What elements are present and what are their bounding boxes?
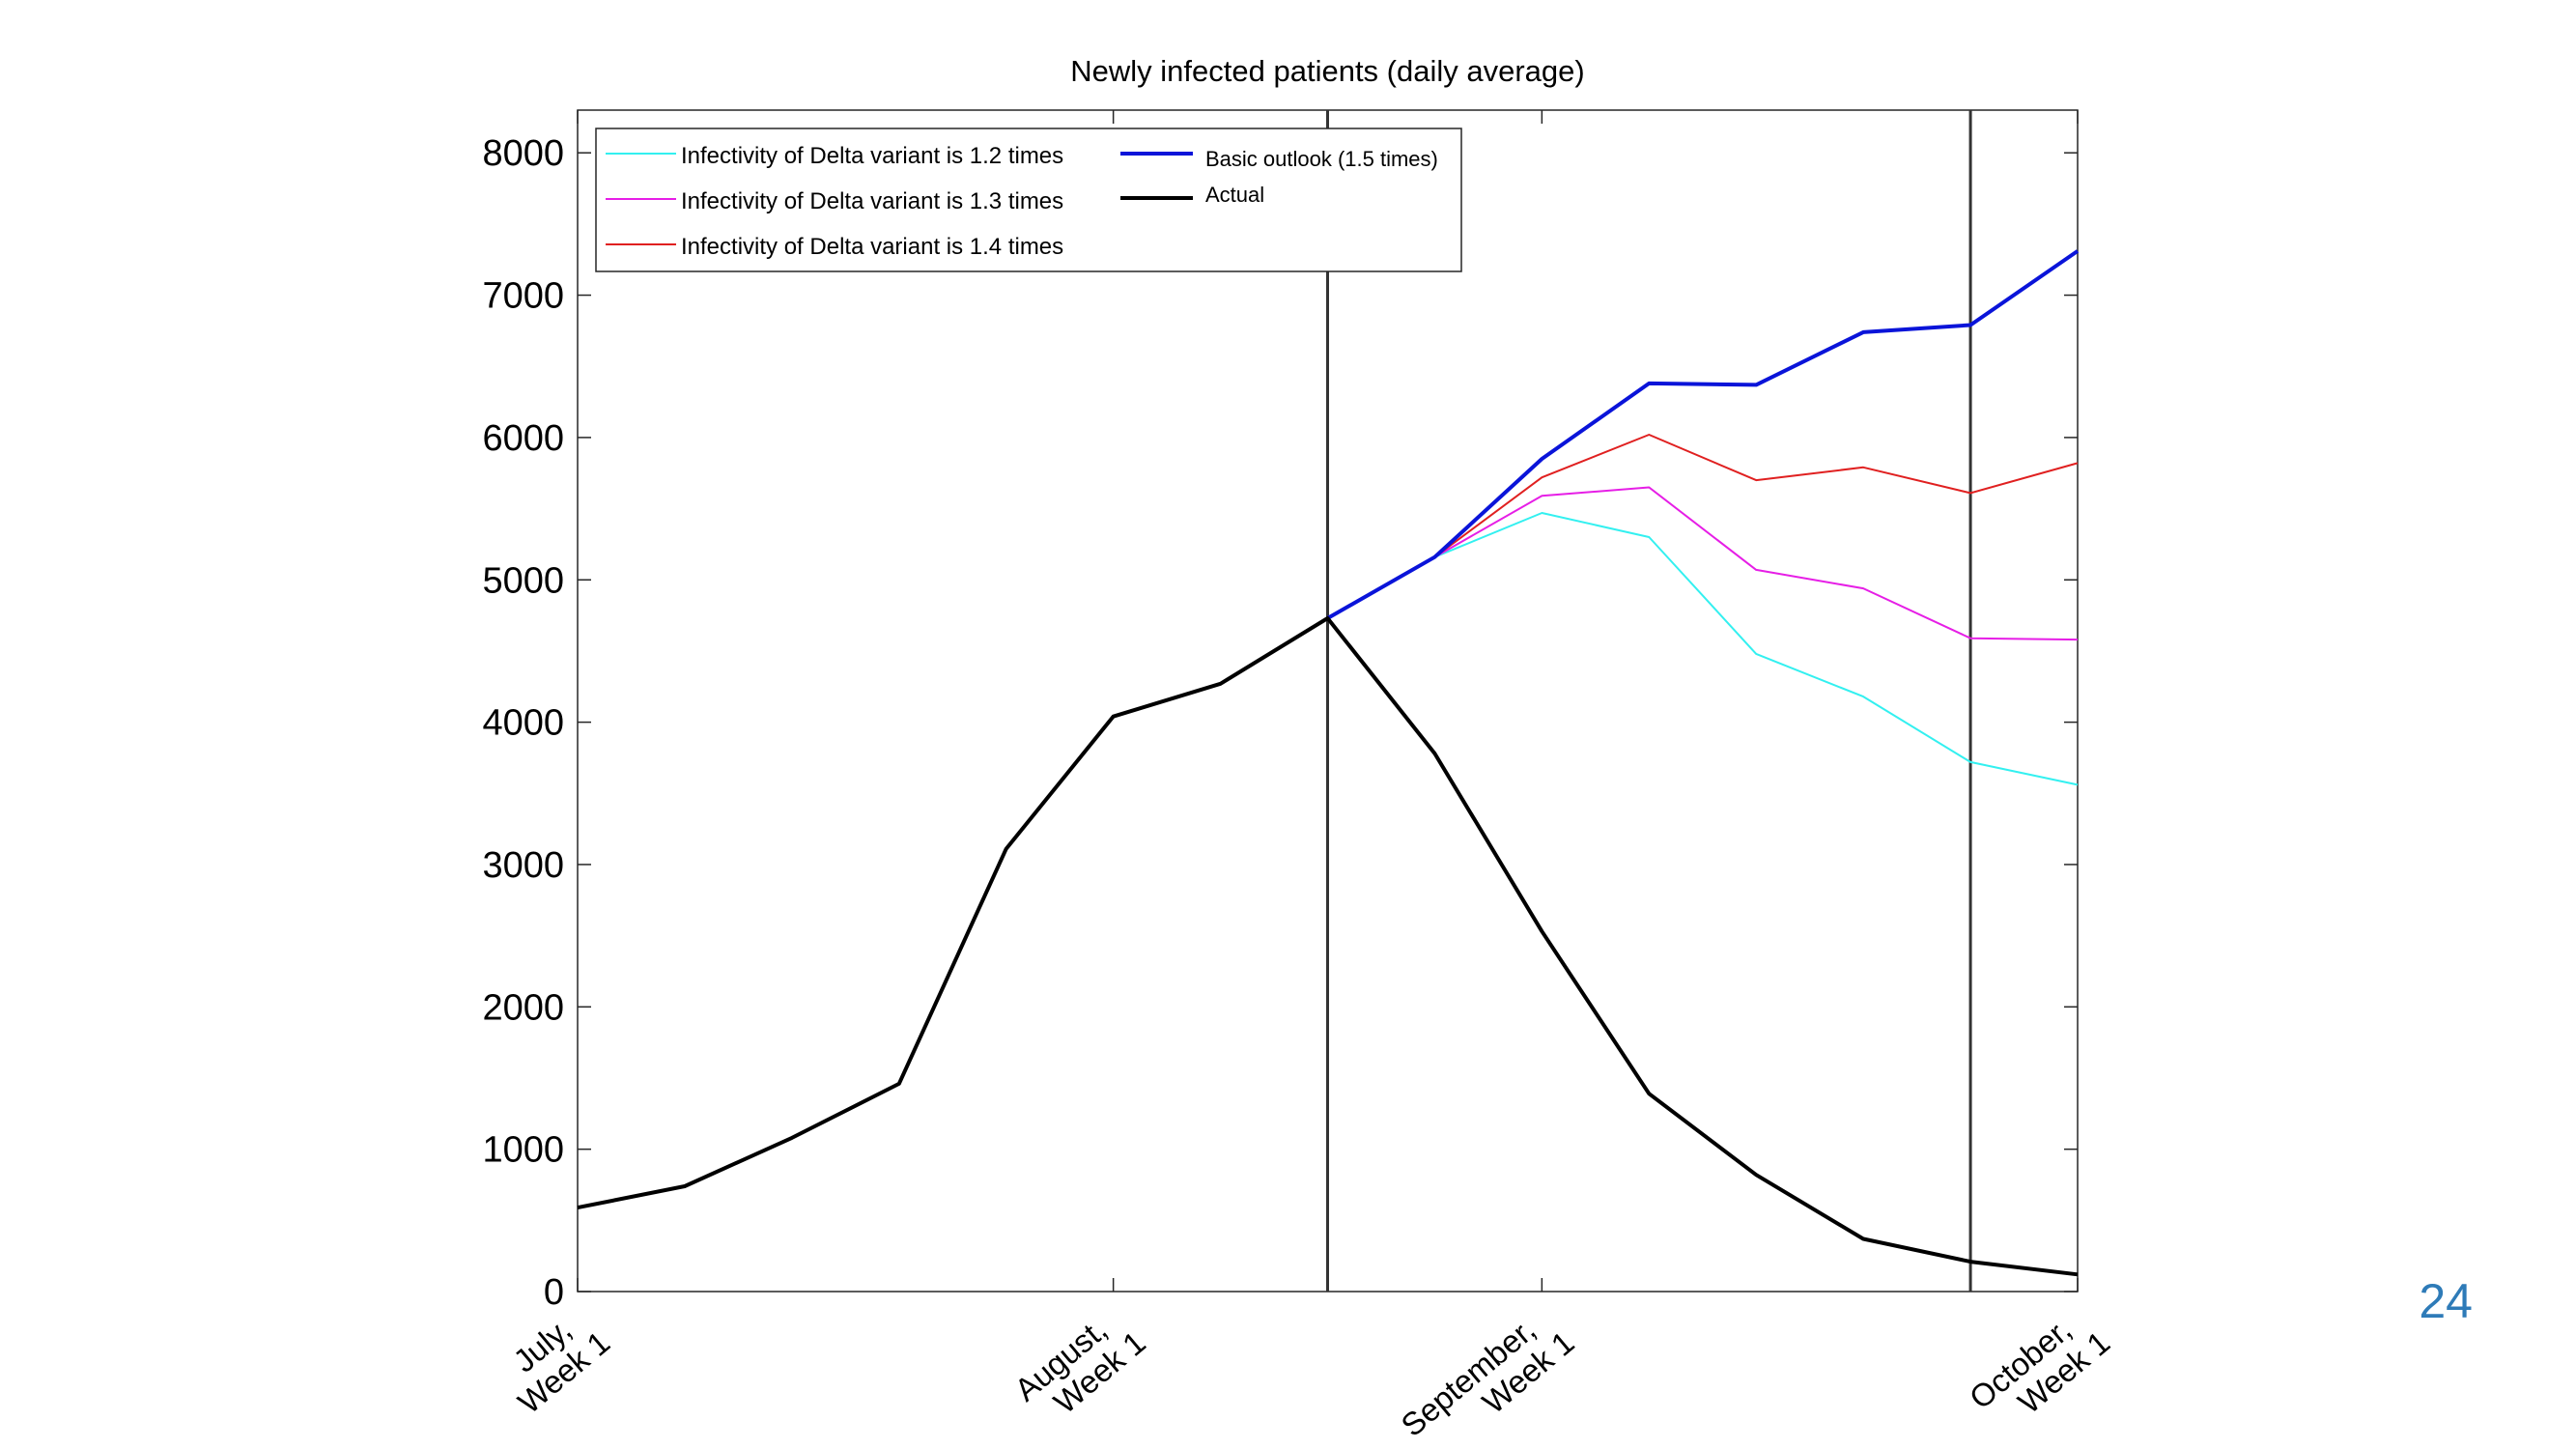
legend-label: Infectivity of Delta variant is 1.2 time… — [681, 143, 1063, 169]
series-line — [577, 616, 2079, 1277]
y-tick-label: 1000 — [482, 1130, 564, 1171]
series-line — [1326, 249, 2080, 620]
y-tick-label: 0 — [544, 1272, 564, 1313]
legend-label: Infectivity of Delta variant is 1.4 time… — [681, 234, 1063, 260]
x-tick-label-group: July,Week 1 — [506, 1311, 616, 1420]
legend-label: Basic outlook (1.5 times) — [1205, 147, 1438, 171]
page-number: 24 — [2419, 1274, 2473, 1328]
x-tick-label-group: October,Week 1 — [1963, 1311, 2116, 1420]
legend: Infectivity of Delta variant is 1.2 time… — [595, 128, 1462, 272]
series-line — [1327, 512, 2079, 786]
legend-label: Actual — [1205, 183, 1264, 207]
y-tick-label: 6000 — [482, 418, 564, 459]
y-tick-label: 3000 — [482, 845, 564, 886]
series-line — [1327, 434, 2079, 619]
legend-label: Infectivity of Delta variant is 1.3 time… — [681, 188, 1063, 214]
y-tick-label: 2000 — [482, 987, 564, 1028]
series-line — [1327, 486, 2079, 641]
x-tick-label-group: September,Week 1 — [1394, 1311, 1580, 1443]
y-tick-label: 4000 — [482, 703, 564, 744]
y-tick-label: 5000 — [482, 560, 564, 601]
y-tick-label: 7000 — [482, 276, 564, 317]
y-tick-label: 8000 — [482, 133, 564, 174]
legend-box — [595, 128, 1462, 272]
x-tick-label-group: August,Week 1 — [1007, 1311, 1152, 1420]
chart-title: Newly infected patients (daily average) — [1070, 54, 1584, 88]
